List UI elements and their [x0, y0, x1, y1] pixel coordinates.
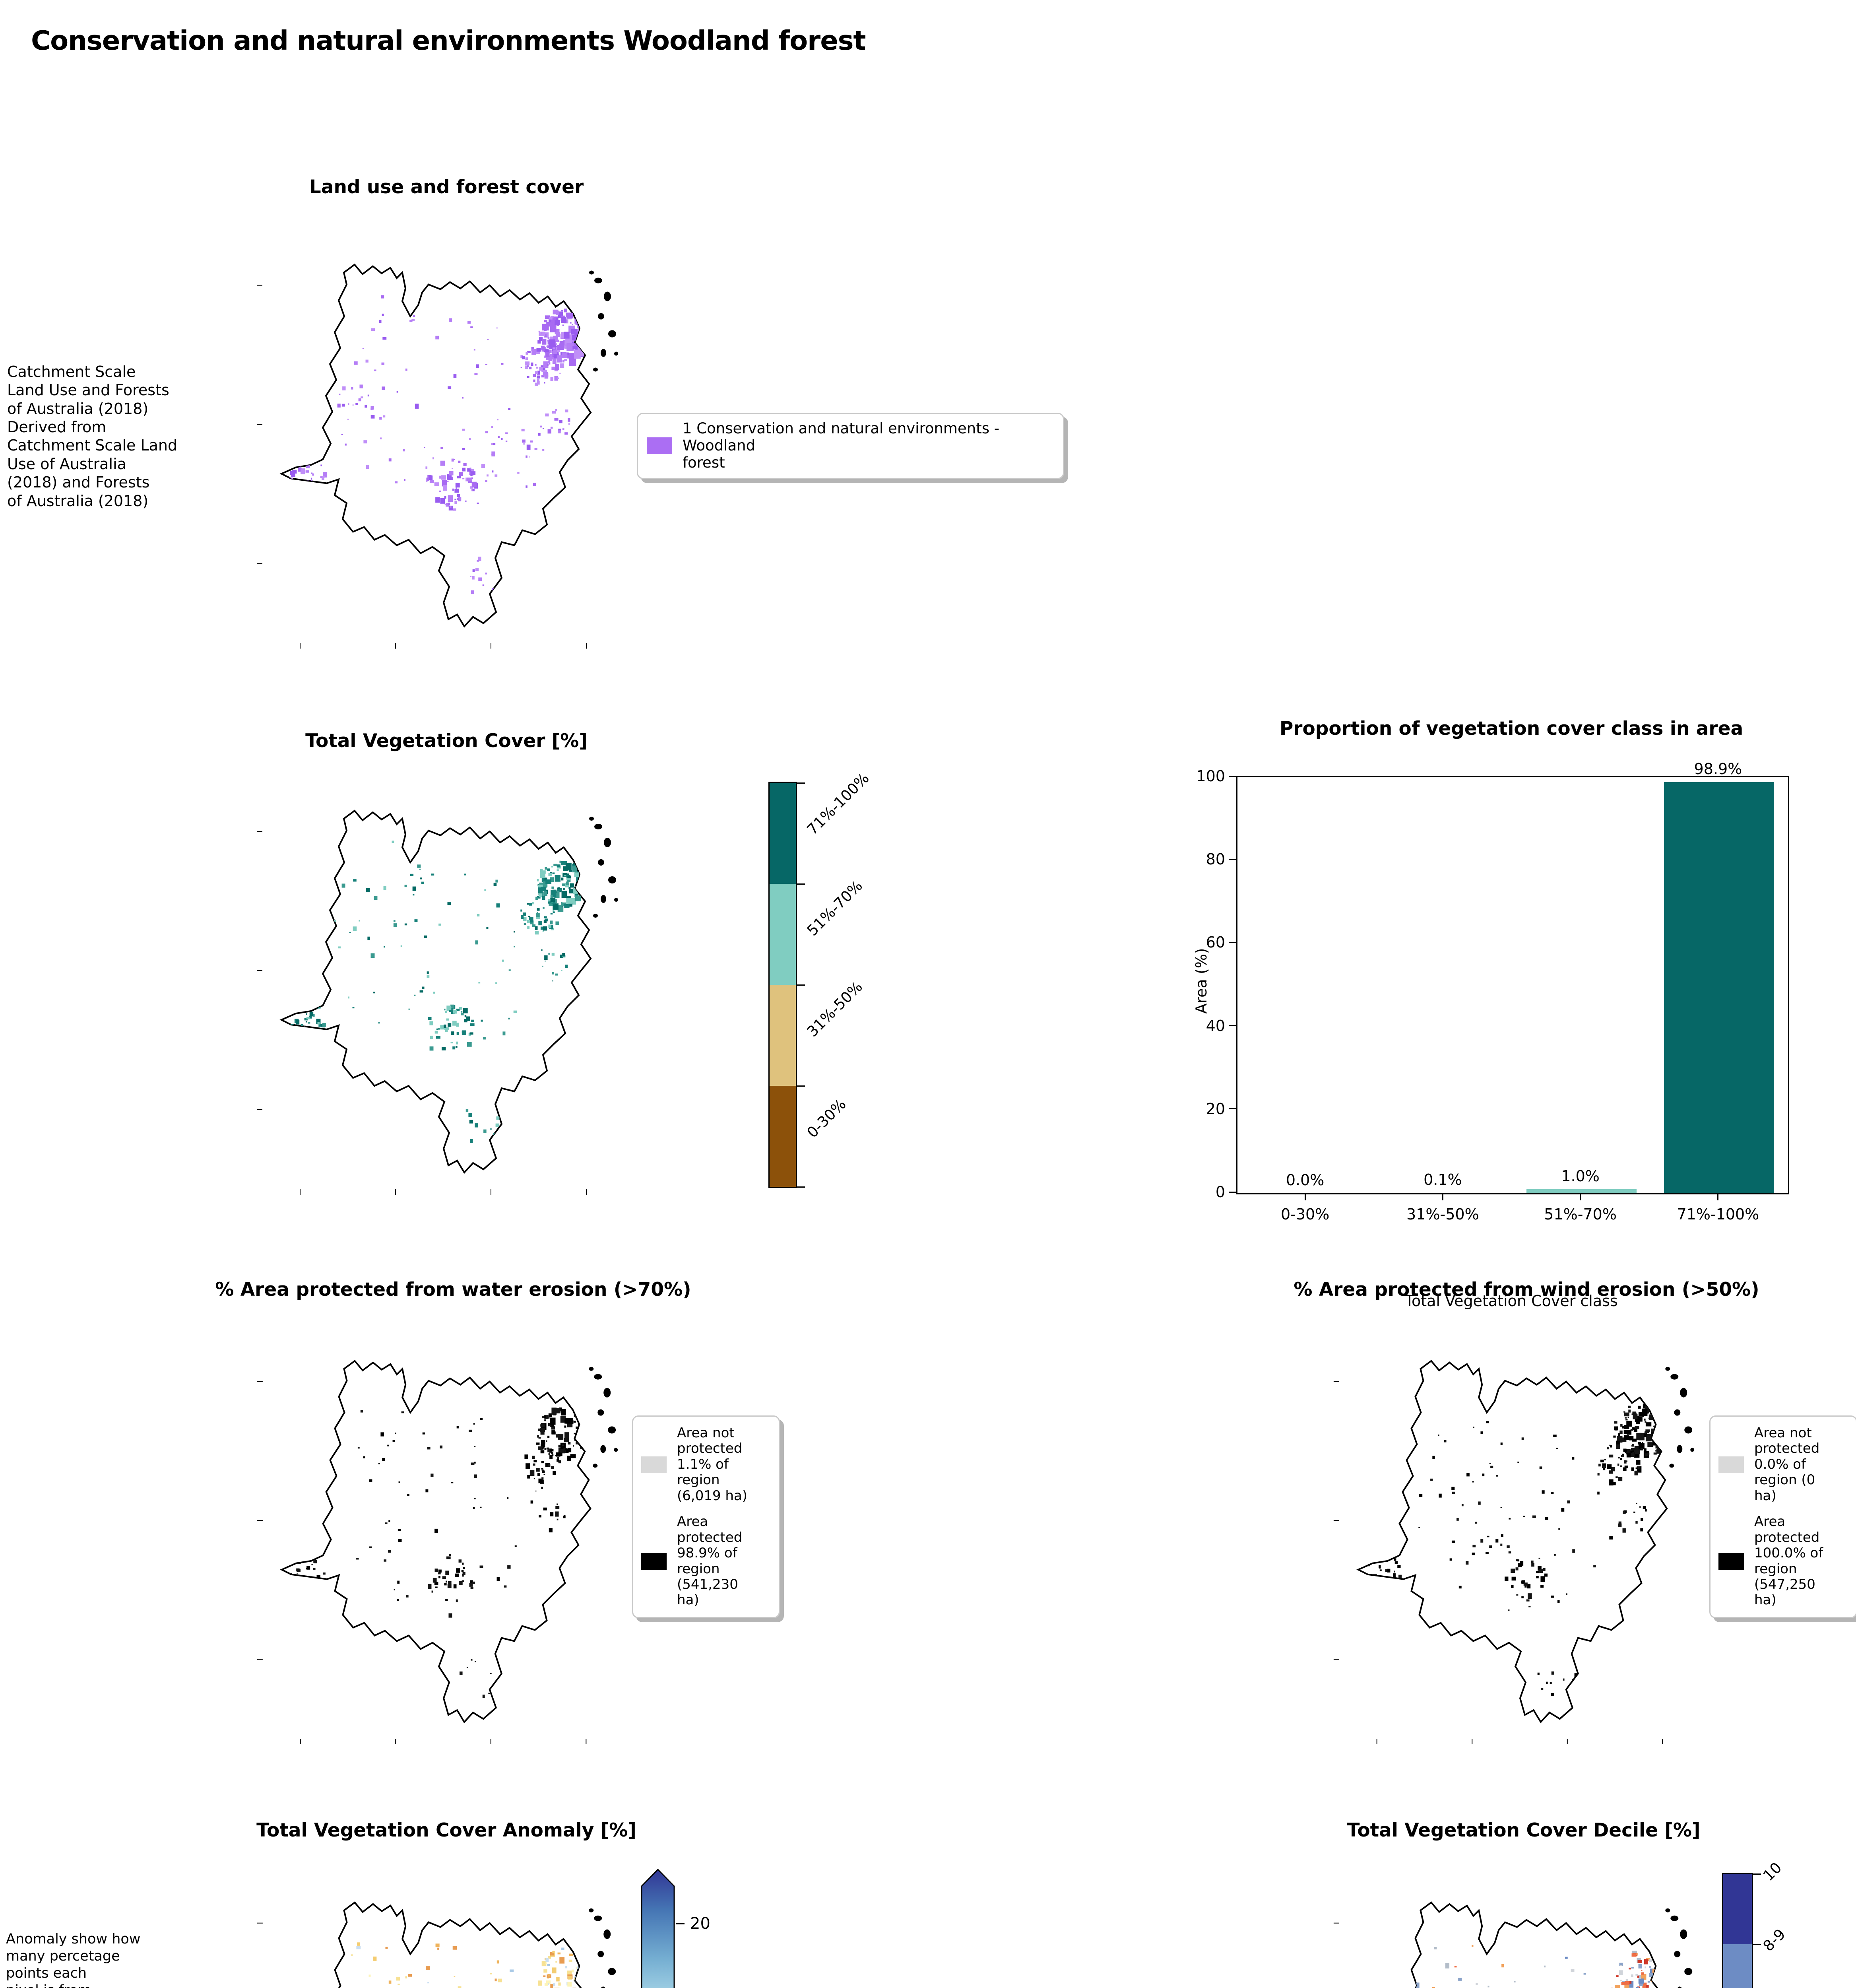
colorbar-segment	[1723, 1944, 1752, 1988]
legend-swatch	[1718, 1553, 1744, 1570]
decile-colorbar: 108-94-72-31	[1722, 1859, 1853, 1988]
colorbar-tick	[797, 1186, 805, 1188]
legend-swatch	[641, 1456, 667, 1473]
x-tick-label: 71%-100%	[1677, 1206, 1759, 1223]
decile-map	[1333, 1901, 1695, 1988]
water-legend: Area not protected 1.1% of region (6,019…	[632, 1415, 780, 1618]
colorbar-tick	[1753, 1873, 1761, 1875]
landuse-title: Land use and forest cover	[309, 176, 584, 198]
colorbar-tick-label: 71%-100%	[803, 769, 873, 839]
chart-ylabel: Area (%)	[1193, 948, 1210, 1014]
decile-colorbar-bar	[1722, 1873, 1753, 1988]
colorbar-segment	[1723, 1874, 1752, 1945]
proportion-chart: Proportion of vegetation cover class in …	[1185, 714, 1856, 1310]
wind-legend: Area not protected 0.0% of region (0 ha)…	[1709, 1415, 1856, 1618]
y-tick-label: 60	[1206, 934, 1225, 951]
decile-title: Total Vegetation Cover Decile [%]	[1347, 1819, 1701, 1841]
colorbar-segment	[770, 884, 796, 985]
colorbar-segment	[770, 783, 796, 884]
bar-value-label: 0.1%	[1424, 1171, 1462, 1188]
legend-item-label: Area not protected 1.1% of region (6,019…	[677, 1425, 748, 1504]
x-tick	[1580, 1193, 1581, 1200]
colorbar-tick	[797, 1085, 805, 1087]
x-tick-label: 0-30%	[1280, 1206, 1330, 1223]
landuse-note: Catchment Scale Land Use and Forests of …	[7, 363, 178, 510]
bar-value-label: 0.0%	[1286, 1171, 1325, 1189]
legend-item: Area protected 98.9% of region (541,230 …	[641, 1514, 771, 1608]
chart-plot-area	[1236, 776, 1789, 1194]
tvc-title: Total Vegetation Cover [%]	[305, 730, 588, 752]
colorbar-tick-label: 51%-70%	[803, 877, 866, 940]
landuse-map	[256, 264, 618, 649]
x-tick	[1304, 1193, 1306, 1200]
anomaly-map	[256, 1901, 618, 1988]
legend-swatch	[1718, 1456, 1744, 1473]
colorbar-tick-label: 31%-50%	[803, 978, 866, 1041]
y-tick-label: 20	[1206, 1100, 1225, 1118]
y-tick	[1229, 1025, 1236, 1027]
tvc-colorbar-bar	[768, 782, 797, 1188]
chart-bar	[1526, 1189, 1637, 1193]
wind-title: % Area protected from wind erosion (>50%…	[1294, 1279, 1759, 1301]
y-tick	[1229, 942, 1236, 943]
colorbar-tick	[1753, 1943, 1761, 1945]
legend-item-label: Area protected 100.0% of region (547,250…	[1754, 1514, 1823, 1608]
y-tick	[1229, 1191, 1236, 1193]
chart-bar	[1664, 782, 1775, 1193]
landuse-legend: 1 Conservation and natural environments …	[637, 413, 1064, 479]
colorbar-tick	[676, 1923, 685, 1924]
legend-item-label: Area not protected 0.0% of region (0 ha)	[1754, 1425, 1820, 1504]
colorbar-tick-label: 20	[690, 1914, 710, 1933]
chart-xlabel: Total Vegetation Cover class	[1405, 1292, 1618, 1310]
page-title: Conservation and natural environments Wo…	[31, 25, 866, 56]
colorbar-tick-label: 10	[1759, 1859, 1785, 1885]
legend-item: Area protected 100.0% of region (547,250…	[1718, 1514, 1848, 1608]
legend-swatch	[641, 1553, 667, 1570]
colorbar-tick	[797, 984, 805, 986]
landuse-legend-label: 1 Conservation and natural environments …	[683, 420, 1000, 471]
y-tick	[1229, 1108, 1236, 1110]
y-tick-label: 0	[1215, 1183, 1225, 1201]
bar-value-label: 98.9%	[1694, 760, 1742, 778]
chart-title: Proportion of vegetation cover class in …	[1279, 718, 1744, 740]
y-tick	[1229, 775, 1236, 777]
colorbar-tick	[797, 883, 805, 885]
y-tick	[1229, 858, 1236, 860]
anomaly-colorbar: 20100−10−20	[635, 1869, 766, 1988]
tvc-colorbar: 71%-100% 51%-70% 31%-50% 0-30%	[768, 769, 900, 1191]
colorbar-tick-label: 8-9	[1759, 1926, 1789, 1955]
tvc-map	[256, 810, 618, 1195]
landuse-legend-swatch	[647, 437, 672, 454]
colorbar-tick	[797, 782, 805, 784]
water-title: % Area protected from water erosion (>70…	[215, 1279, 691, 1301]
legend-item: Area not protected 1.1% of region (6,019…	[641, 1425, 771, 1504]
water-map	[256, 1360, 618, 1745]
y-tick-label: 100	[1196, 767, 1225, 785]
colorbar-segment	[770, 985, 796, 1086]
legend-item-label: Area protected 98.9% of region (541,230 …	[677, 1514, 743, 1608]
bar-value-label: 1.0%	[1561, 1167, 1600, 1185]
legend-item: Area not protected 0.0% of region (0 ha)	[1718, 1425, 1848, 1504]
colorbar-tick-label: 0-30%	[803, 1095, 849, 1142]
anomaly-note: Anomaly show how many percetage points e…	[6, 1931, 141, 1988]
wind-map	[1333, 1360, 1695, 1745]
x-tick	[1717, 1193, 1719, 1200]
anomaly-title: Total Vegetation Cover Anomaly [%]	[256, 1819, 636, 1841]
x-tick-label: 31%-50%	[1406, 1206, 1479, 1223]
y-tick-label: 40	[1206, 1017, 1225, 1035]
x-tick-label: 51%-70%	[1544, 1206, 1617, 1223]
colorbar-segment	[770, 1086, 796, 1187]
x-tick	[1442, 1193, 1443, 1200]
y-tick-label: 80	[1206, 850, 1225, 868]
